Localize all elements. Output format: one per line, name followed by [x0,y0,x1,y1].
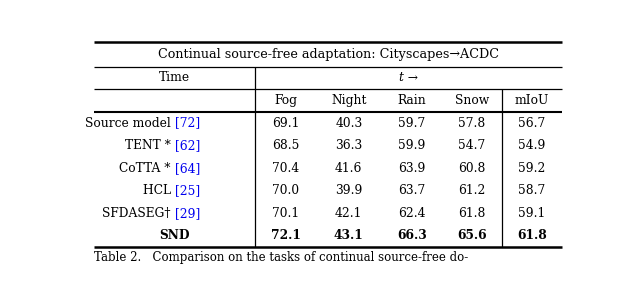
Text: Table 2.   Comparison on the tasks of continual source-free do-: Table 2. Comparison on the tasks of cont… [94,252,468,265]
Text: 60.8: 60.8 [458,162,486,175]
Text: 59.2: 59.2 [518,162,546,175]
Text: SFDASEG† [29]: SFDASEG† [29] [126,207,223,220]
Text: t →: t → [399,72,419,85]
Text: 65.6: 65.6 [457,230,487,243]
Text: 63.9: 63.9 [398,162,426,175]
Text: 57.8: 57.8 [458,117,486,130]
Text: mIoU: mIoU [515,94,549,107]
Text: Source model [72]: Source model [72] [117,117,232,130]
Text: Time: Time [159,72,190,85]
Text: [29]: [29] [175,207,200,220]
Text: [62]: [62] [175,139,200,152]
Text: TENT * [62]: TENT * [62] [137,139,212,152]
Text: 70.4: 70.4 [272,162,299,175]
Text: 62.4: 62.4 [398,207,426,220]
Text: 40.3: 40.3 [335,117,362,130]
Text: [72]: [72] [175,117,200,130]
Text: Continual source-free adaptation: Cityscapes→ACDC: Continual source-free adaptation: Citysc… [157,48,499,61]
Text: 36.3: 36.3 [335,139,362,152]
Text: HCL: HCL [143,184,175,197]
Text: 54.7: 54.7 [458,139,486,152]
Text: SND: SND [159,230,190,243]
Text: 56.7: 56.7 [518,117,546,130]
Text: 66.3: 66.3 [397,230,427,243]
Text: 59.9: 59.9 [398,139,426,152]
Text: 41.6: 41.6 [335,162,362,175]
Text: [64]: [64] [175,162,200,175]
Text: 70.0: 70.0 [272,184,299,197]
Text: [25]: [25] [175,184,200,197]
Text: 69.1: 69.1 [272,117,299,130]
Text: 54.9: 54.9 [518,139,546,152]
Text: 59.7: 59.7 [399,117,426,130]
Text: 43.1: 43.1 [334,230,364,243]
Text: CoTTA * [64]: CoTTA * [64] [134,162,215,175]
Text: 61.8: 61.8 [517,230,547,243]
Text: 61.8: 61.8 [458,207,486,220]
Text: 59.1: 59.1 [518,207,546,220]
Text: SFDASEG†: SFDASEG† [102,207,175,220]
Text: 63.7: 63.7 [399,184,426,197]
Text: 61.2: 61.2 [458,184,486,197]
Text: 70.1: 70.1 [272,207,299,220]
Text: 58.7: 58.7 [518,184,546,197]
Text: 42.1: 42.1 [335,207,362,220]
Text: CoTTA *: CoTTA * [119,162,175,175]
Text: TENT *: TENT * [125,139,175,152]
Text: HCL [25]: HCL [25] [146,184,204,197]
Text: Night: Night [331,94,367,107]
Text: Rain: Rain [397,94,426,107]
Text: Fog: Fog [274,94,297,107]
Text: 39.9: 39.9 [335,184,362,197]
Text: 68.5: 68.5 [272,139,299,152]
Text: Snow: Snow [455,94,489,107]
Text: Source model: Source model [85,117,175,130]
Text: 72.1: 72.1 [271,230,300,243]
